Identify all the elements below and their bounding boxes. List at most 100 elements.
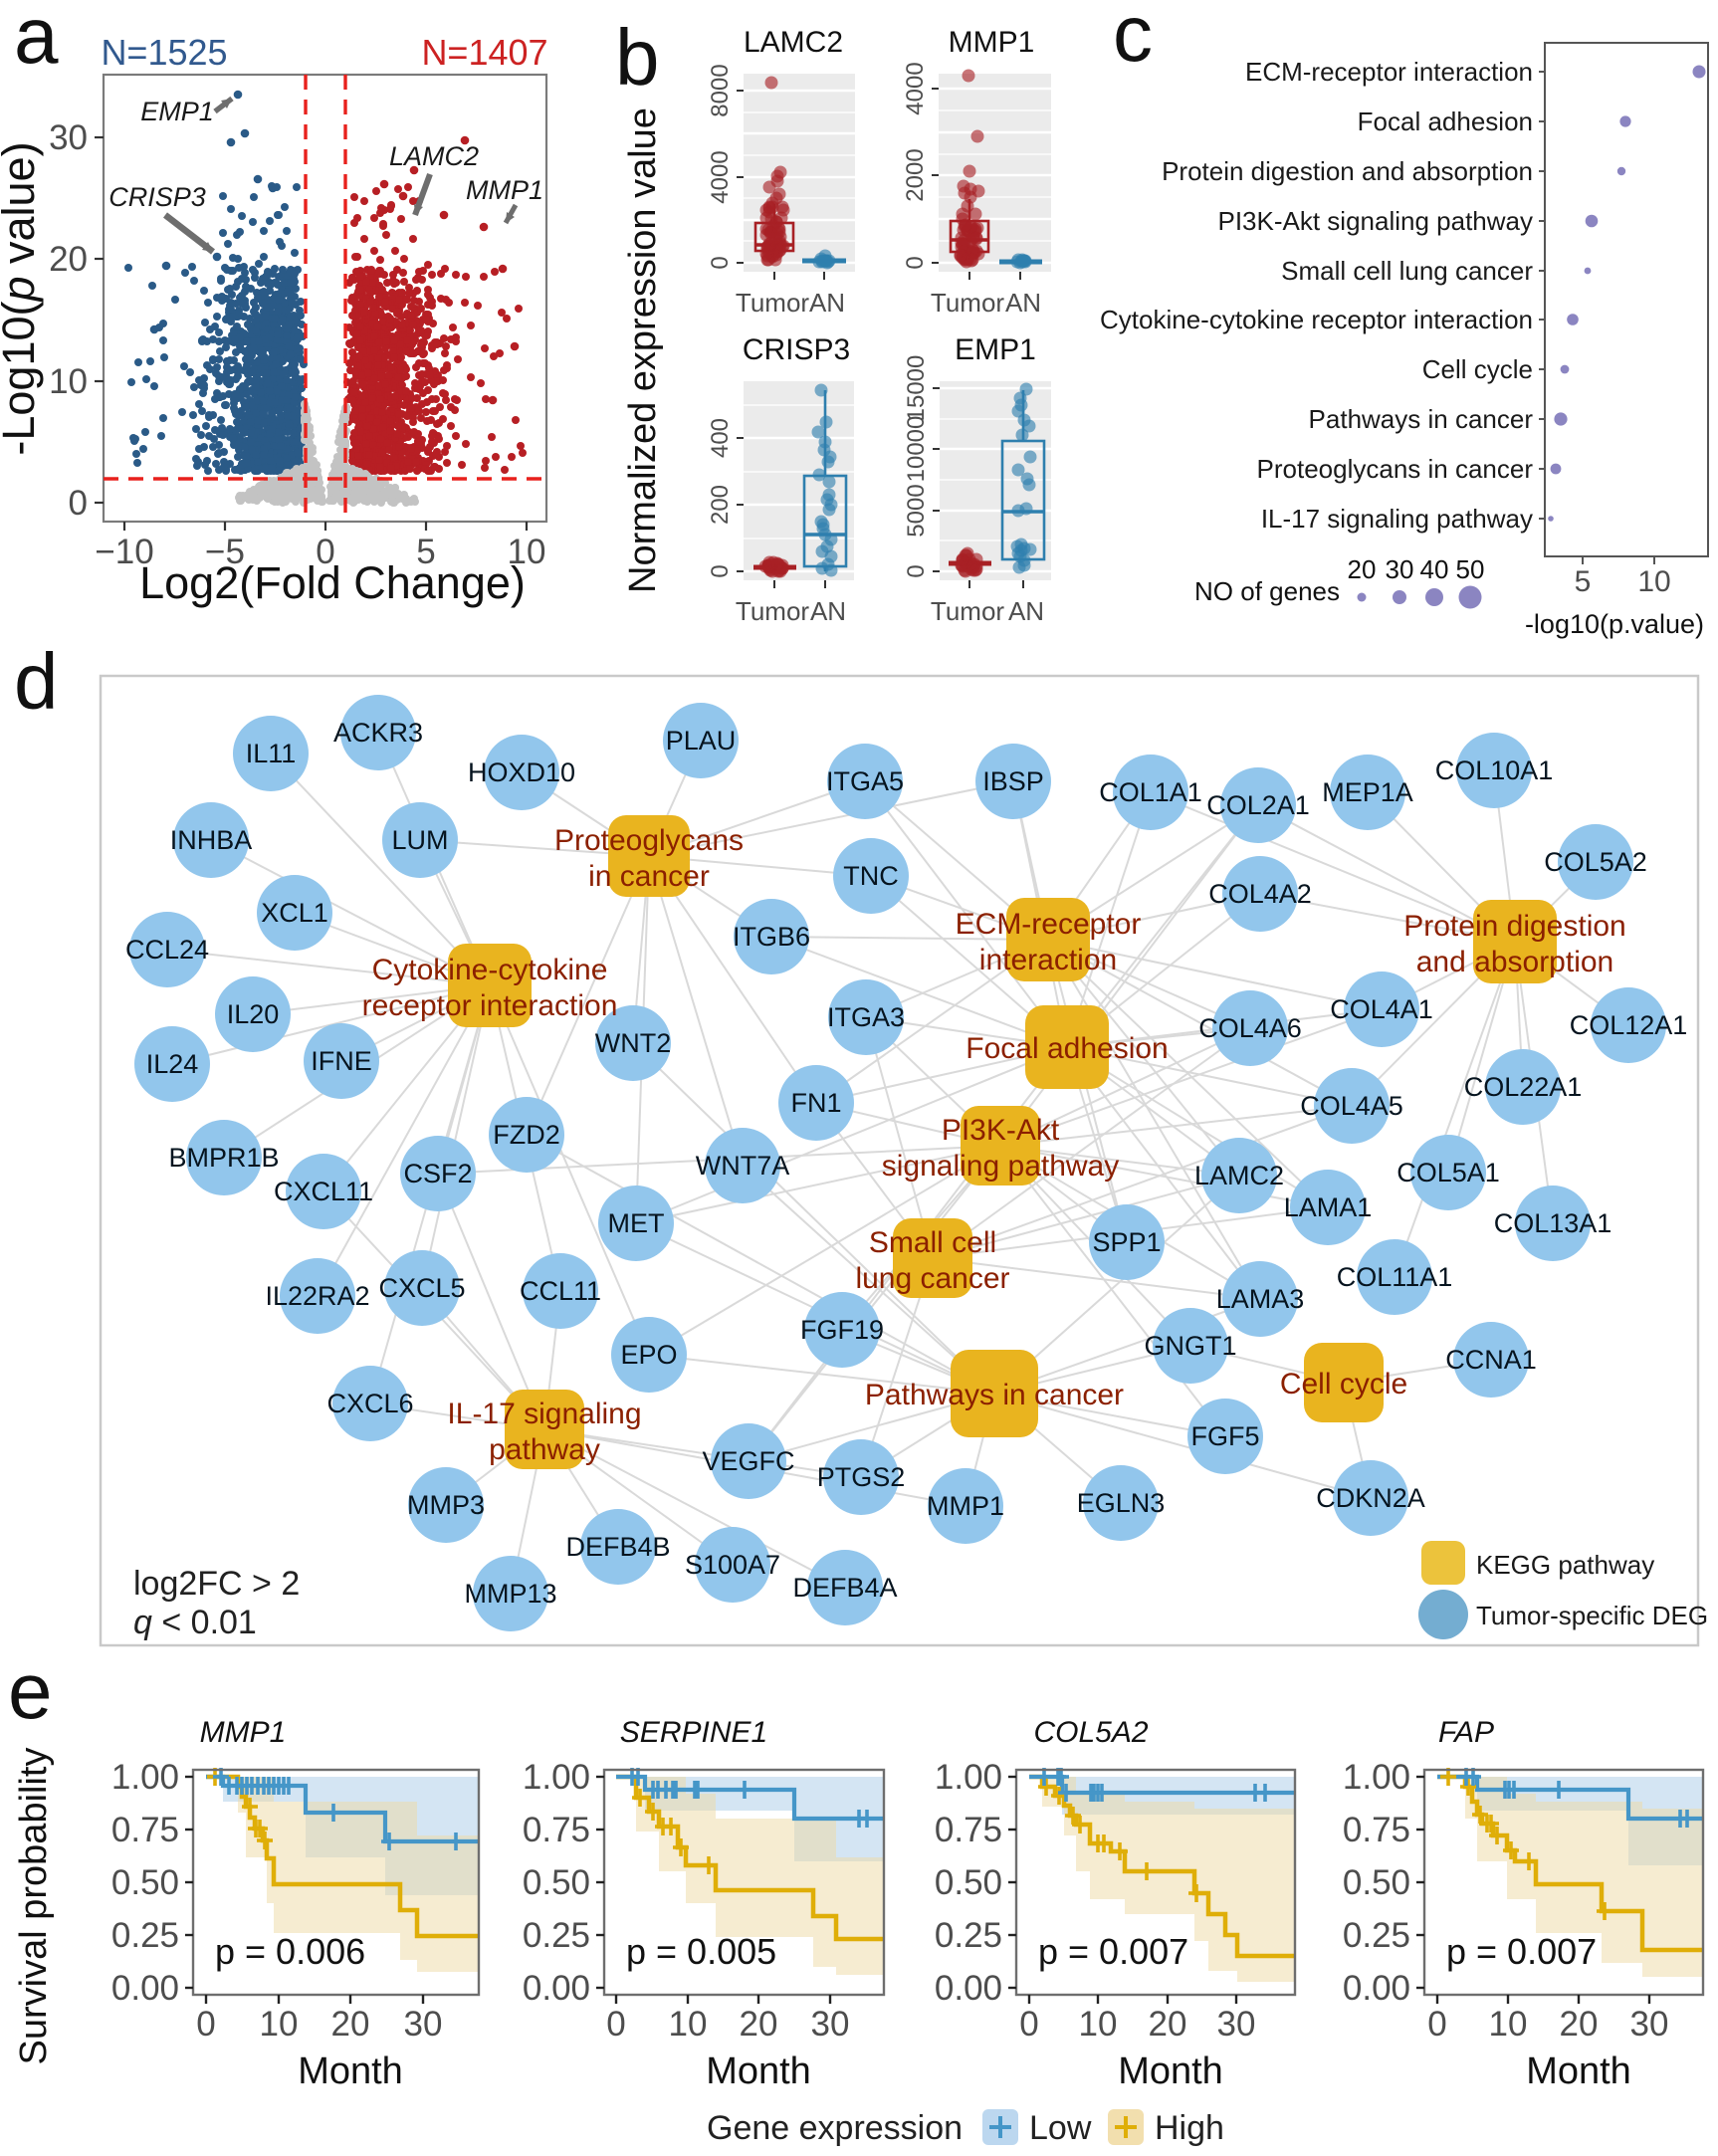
svg-text:10: 10	[260, 2005, 299, 2044]
svg-text:interaction: interaction	[979, 944, 1117, 976]
svg-text:q < 0.01: q < 0.01	[133, 1604, 257, 1641]
svg-text:10: 10	[1079, 2005, 1118, 2044]
svg-text:30: 30	[1630, 2005, 1669, 2044]
svg-text:MEP1A: MEP1A	[1322, 777, 1413, 807]
svg-text:0: 0	[1427, 2005, 1446, 2044]
svg-text:COL12A1: COL12A1	[1570, 1010, 1688, 1040]
svg-text:0: 0	[606, 2005, 625, 2044]
svg-text:20: 20	[331, 2005, 370, 2044]
svg-text:IL22RA2: IL22RA2	[265, 1281, 369, 1311]
svg-text:EGLN3: EGLN3	[1077, 1488, 1166, 1518]
svg-text:COL13A1: COL13A1	[1494, 1208, 1612, 1238]
svg-text:MMP1: MMP1	[949, 26, 1035, 59]
svg-text:200: 200	[707, 485, 734, 525]
svg-text:-log10(p.value): -log10(p.value)	[1525, 609, 1704, 639]
svg-text:IL20: IL20	[227, 999, 280, 1029]
svg-text:KEGG pathway: KEGG pathway	[1476, 1550, 1654, 1580]
svg-text:ECM-receptor: ECM-receptor	[956, 908, 1142, 941]
svg-text:Small cell lung cancer: Small cell lung cancer	[1281, 256, 1533, 286]
svg-text:0.25: 0.25	[111, 1916, 179, 1955]
svg-text:0.75: 0.75	[111, 1811, 179, 1849]
svg-text:TNC: TNC	[843, 861, 899, 891]
svg-text:15000: 15000	[903, 355, 930, 422]
svg-text:0: 0	[69, 484, 88, 523]
svg-text:Log2(Fold Change): Log2(Fold Change)	[139, 557, 526, 608]
svg-text:CXCL11: CXCL11	[274, 1177, 373, 1206]
svg-text:Month: Month	[706, 2050, 811, 2092]
svg-text:Cytokine-cytokine: Cytokine-cytokine	[372, 954, 608, 986]
svg-text:Focal adhesion: Focal adhesion	[966, 1032, 1168, 1065]
svg-text:N=1525: N=1525	[101, 32, 227, 73]
svg-text:Tumor: Tumor	[931, 288, 1004, 318]
svg-text:SERPINE1: SERPINE1	[620, 1716, 767, 1749]
svg-text:in cancer: in cancer	[588, 860, 710, 893]
svg-text:Small cell: Small cell	[869, 1226, 996, 1259]
svg-text:signaling pathway: signaling pathway	[882, 1150, 1120, 1183]
svg-text:-Log10(p value): -Log10(p value)	[0, 141, 44, 455]
svg-text:4000: 4000	[902, 62, 929, 114]
svg-text:Proteoglycans: Proteoglycans	[554, 824, 744, 857]
svg-text:1.00: 1.00	[523, 1758, 590, 1797]
svg-text:4000: 4000	[707, 150, 734, 203]
svg-text:20: 20	[740, 2005, 778, 2044]
svg-text:DEFB4A: DEFB4A	[792, 1573, 897, 1603]
svg-text:20: 20	[1560, 2005, 1599, 2044]
svg-text:10: 10	[669, 2005, 708, 2044]
svg-text:0.50: 0.50	[935, 1863, 1002, 1902]
svg-text:VEGFC: VEGFC	[702, 1446, 794, 1476]
svg-text:5: 5	[416, 533, 435, 571]
svg-text:Cytokine-cytokine receptor int: Cytokine-cytokine receptor interaction	[1100, 305, 1533, 334]
svg-text:a: a	[14, 0, 59, 80]
svg-text:1.00: 1.00	[1343, 1758, 1410, 1797]
svg-text:NO of genes: NO of genes	[1194, 576, 1340, 606]
svg-text:MET: MET	[608, 1208, 665, 1238]
svg-text:CXCL5: CXCL5	[378, 1273, 465, 1303]
svg-text:DEFB4B: DEFB4B	[565, 1532, 670, 1562]
svg-text:LAMC2: LAMC2	[1194, 1161, 1284, 1190]
svg-text:CRISP3: CRISP3	[108, 182, 206, 212]
svg-text:IL-17 signaling pathway: IL-17 signaling pathway	[1261, 504, 1533, 534]
svg-text:40: 40	[1420, 554, 1449, 584]
svg-text:8000: 8000	[707, 64, 734, 116]
svg-text:Cell cycle: Cell cycle	[1280, 1368, 1407, 1401]
svg-text:IL-17 signaling: IL-17 signaling	[447, 1398, 641, 1430]
svg-text:p = 0.005: p = 0.005	[626, 1931, 776, 1972]
svg-text:0.50: 0.50	[111, 1863, 179, 1902]
svg-text:COL4A2: COL4A2	[1208, 879, 1312, 909]
svg-text:CCL11: CCL11	[520, 1276, 601, 1306]
svg-text:0.00: 0.00	[935, 1969, 1002, 2008]
svg-text:p = 0.007: p = 0.007	[1038, 1931, 1188, 1972]
svg-text:COL5A2: COL5A2	[1033, 1716, 1148, 1749]
svg-text:COL22A1: COL22A1	[1464, 1072, 1583, 1102]
svg-text:0: 0	[1019, 2005, 1038, 2044]
svg-text:ITGA5: ITGA5	[826, 766, 904, 796]
svg-text:5000: 5000	[903, 484, 930, 537]
svg-text:EMP1: EMP1	[140, 97, 214, 126]
svg-text:COL4A1: COL4A1	[1330, 994, 1433, 1024]
svg-text:PLAU: PLAU	[666, 726, 737, 755]
svg-text:CXCL6: CXCL6	[326, 1389, 413, 1418]
svg-text:MMP13: MMP13	[464, 1579, 556, 1609]
svg-text:1.00: 1.00	[935, 1758, 1002, 1797]
svg-text:0.75: 0.75	[1343, 1811, 1410, 1849]
svg-text:EPO: EPO	[620, 1340, 677, 1370]
svg-text:FGF5: FGF5	[1190, 1421, 1259, 1451]
svg-text:FGF19: FGF19	[800, 1315, 884, 1345]
svg-text:Cell cycle: Cell cycle	[1422, 354, 1533, 384]
svg-text:Tumor-specific DEG: Tumor-specific DEG	[1476, 1601, 1708, 1630]
svg-text:IBSP: IBSP	[982, 766, 1044, 796]
svg-text:MMP3: MMP3	[407, 1490, 485, 1520]
svg-text:MMP1: MMP1	[927, 1491, 1004, 1521]
svg-text:FAP: FAP	[1438, 1716, 1494, 1749]
svg-text:e: e	[8, 1646, 53, 1735]
svg-text:5: 5	[1575, 565, 1592, 598]
svg-text:Proteoglycans in cancer: Proteoglycans in cancer	[1257, 454, 1534, 484]
svg-text:0.00: 0.00	[523, 1969, 590, 2008]
svg-text:Pathways in cancer: Pathways in cancer	[1309, 404, 1534, 434]
svg-text:0: 0	[902, 256, 929, 269]
svg-text:d: d	[14, 637, 59, 726]
svg-text:50: 50	[1456, 554, 1485, 584]
svg-text:INHBA: INHBA	[170, 825, 253, 855]
svg-text:20: 20	[1149, 2005, 1187, 2044]
svg-text:10: 10	[1637, 565, 1670, 598]
